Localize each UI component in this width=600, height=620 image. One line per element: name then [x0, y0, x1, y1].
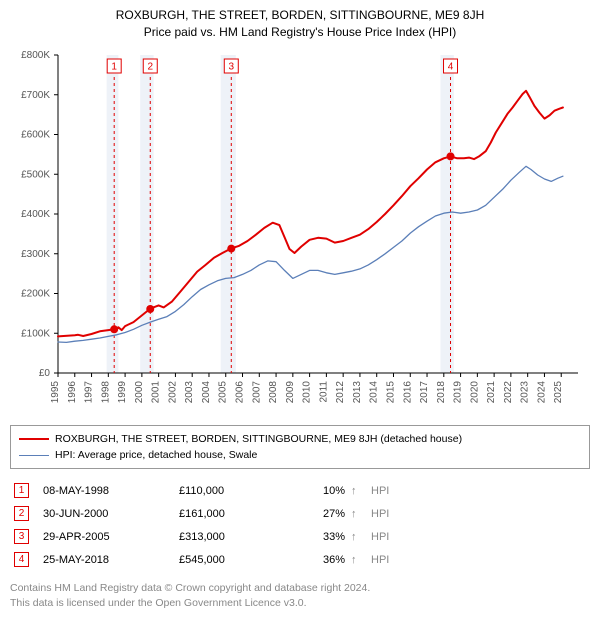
- event-row-price: £545,000: [179, 554, 289, 566]
- event-row-marker: 1: [14, 483, 29, 498]
- event-marker: [110, 325, 118, 333]
- x-tick-label: 2005: [218, 381, 229, 404]
- event-row-suffix: HPI: [371, 508, 389, 520]
- legend-swatch: [19, 455, 49, 456]
- footer: Contains HM Land Registry data © Crown c…: [10, 581, 590, 610]
- event-row-date: 30-JUN-2000: [43, 508, 173, 520]
- x-tick-label: 2004: [201, 381, 212, 404]
- chart-title-address: ROXBURGH, THE STREET, BORDEN, SITTINGBOU…: [10, 8, 590, 22]
- event-row: 1 08-MAY-1998 £110,000 10% ↑ HPI: [10, 479, 590, 502]
- event-row-pct: 27%: [295, 508, 345, 520]
- x-tick-label: 2003: [184, 381, 195, 404]
- y-tick-label: £500K: [21, 169, 50, 180]
- title-block: ROXBURGH, THE STREET, BORDEN, SITTINGBOU…: [10, 8, 590, 39]
- legend-label: ROXBURGH, THE STREET, BORDEN, SITTINGBOU…: [55, 433, 462, 445]
- x-tick-label: 1998: [100, 381, 111, 404]
- event-row-pct: 36%: [295, 554, 345, 566]
- footer-line-2: This data is licensed under the Open Gov…: [10, 596, 590, 611]
- y-tick-label: £300K: [21, 249, 50, 260]
- arrow-up-icon: ↑: [351, 554, 365, 566]
- x-tick-label: 2016: [402, 381, 413, 404]
- x-tick-label: 2014: [369, 381, 380, 404]
- x-tick-label: 2010: [302, 381, 313, 404]
- y-tick-label: £400K: [21, 209, 50, 220]
- x-tick-label: 2021: [486, 381, 497, 404]
- event-row-pct: 33%: [295, 531, 345, 543]
- shade-band: [107, 55, 119, 373]
- shade-band: [221, 55, 236, 373]
- x-tick-label: 2009: [285, 381, 296, 404]
- event-marker: [447, 152, 455, 160]
- event-row-marker: 4: [14, 552, 29, 567]
- events-table: 1 08-MAY-1998 £110,000 10% ↑ HPI 2 30-JUN-2000 £…: [10, 479, 590, 571]
- y-tick-label: £0: [39, 368, 51, 379]
- x-tick-label: 2025: [553, 381, 564, 404]
- legend-item: ROXBURGH, THE STREET, BORDEN, SITTINGBOU…: [19, 431, 581, 447]
- event-row: 3 29-APR-2005 £313,000 33% ↑ HPI: [10, 525, 590, 548]
- x-tick-label: 2006: [235, 381, 246, 404]
- event-row-price: £161,000: [179, 508, 289, 520]
- event-flag-number: 1: [111, 62, 117, 73]
- legend-swatch: [19, 438, 49, 440]
- legend-item: HPI: Average price, detached house, Swal…: [19, 447, 581, 463]
- footer-line-1: Contains HM Land Registry data © Crown c…: [10, 581, 590, 596]
- y-tick-label: £700K: [21, 90, 50, 101]
- event-row-suffix: HPI: [371, 554, 389, 566]
- x-tick-label: 2023: [520, 381, 531, 404]
- x-tick-label: 2000: [134, 381, 145, 404]
- event-row-suffix: HPI: [371, 531, 389, 543]
- y-tick-label: £600K: [21, 130, 50, 141]
- event-row-date: 29-APR-2005: [43, 531, 173, 543]
- event-row-price: £313,000: [179, 531, 289, 543]
- x-tick-label: 1995: [50, 381, 61, 404]
- x-tick-label: 2012: [335, 381, 346, 404]
- event-row: 4 25-MAY-2018 £545,000 36% ↑ HPI: [10, 548, 590, 571]
- x-tick-label: 1999: [117, 381, 128, 404]
- chart-subtitle: Price paid vs. HM Land Registry's House …: [10, 25, 590, 39]
- x-tick-label: 2011: [318, 381, 329, 403]
- event-row-suffix: HPI: [371, 485, 389, 497]
- x-tick-label: 2022: [503, 381, 514, 404]
- x-tick-label: 1996: [67, 381, 78, 404]
- chart-area: £0 £100K £200K £300K £400K £500K £600K £700K £80…: [10, 45, 590, 415]
- x-tick-label: 2008: [268, 381, 279, 404]
- event-flag-number: 2: [147, 62, 153, 73]
- event-row-marker: 2: [14, 506, 29, 521]
- x-tick-label: 2020: [469, 381, 480, 404]
- event-flag-number: 4: [448, 62, 454, 73]
- legend: ROXBURGH, THE STREET, BORDEN, SITTINGBOU…: [10, 425, 590, 469]
- arrow-up-icon: ↑: [351, 531, 365, 543]
- event-row-date: 25-MAY-2018: [43, 554, 173, 566]
- x-tick-label: 2002: [167, 381, 178, 404]
- arrow-up-icon: ↑: [351, 508, 365, 520]
- series-hpi: [58, 166, 563, 342]
- arrow-up-icon: ↑: [351, 485, 365, 497]
- x-tick-label: 1997: [84, 381, 95, 404]
- line-chart: £0 £100K £200K £300K £400K £500K £600K £700K £80…: [10, 45, 590, 415]
- event-marker: [146, 305, 154, 313]
- page-container: ROXBURGH, THE STREET, BORDEN, SITTINGBOU…: [0, 0, 600, 620]
- x-tick-label: 2018: [436, 381, 447, 404]
- event-row-date: 08-MAY-1998: [43, 485, 173, 497]
- y-tick-label: £100K: [21, 328, 50, 339]
- event-row: 2 30-JUN-2000 £161,000 27% ↑ HPI: [10, 502, 590, 525]
- x-tick-label: 2001: [151, 381, 162, 404]
- x-tick-label: 2015: [385, 381, 396, 404]
- y-tick-label: £800K: [21, 50, 50, 61]
- event-row-marker: 3: [14, 529, 29, 544]
- event-row-pct: 10%: [295, 485, 345, 497]
- series-price_paid: [58, 91, 563, 337]
- x-tick-label: 2024: [536, 381, 547, 404]
- x-tick-label: 2017: [419, 381, 430, 404]
- y-tick-label: £200K: [21, 289, 50, 300]
- legend-label: HPI: Average price, detached house, Swal…: [55, 449, 257, 461]
- event-row-price: £110,000: [179, 485, 289, 497]
- x-tick-label: 2019: [453, 381, 464, 404]
- event-marker: [227, 245, 235, 253]
- event-flag-number: 3: [228, 62, 234, 73]
- x-tick-label: 2013: [352, 381, 363, 404]
- x-tick-label: 2007: [251, 381, 262, 404]
